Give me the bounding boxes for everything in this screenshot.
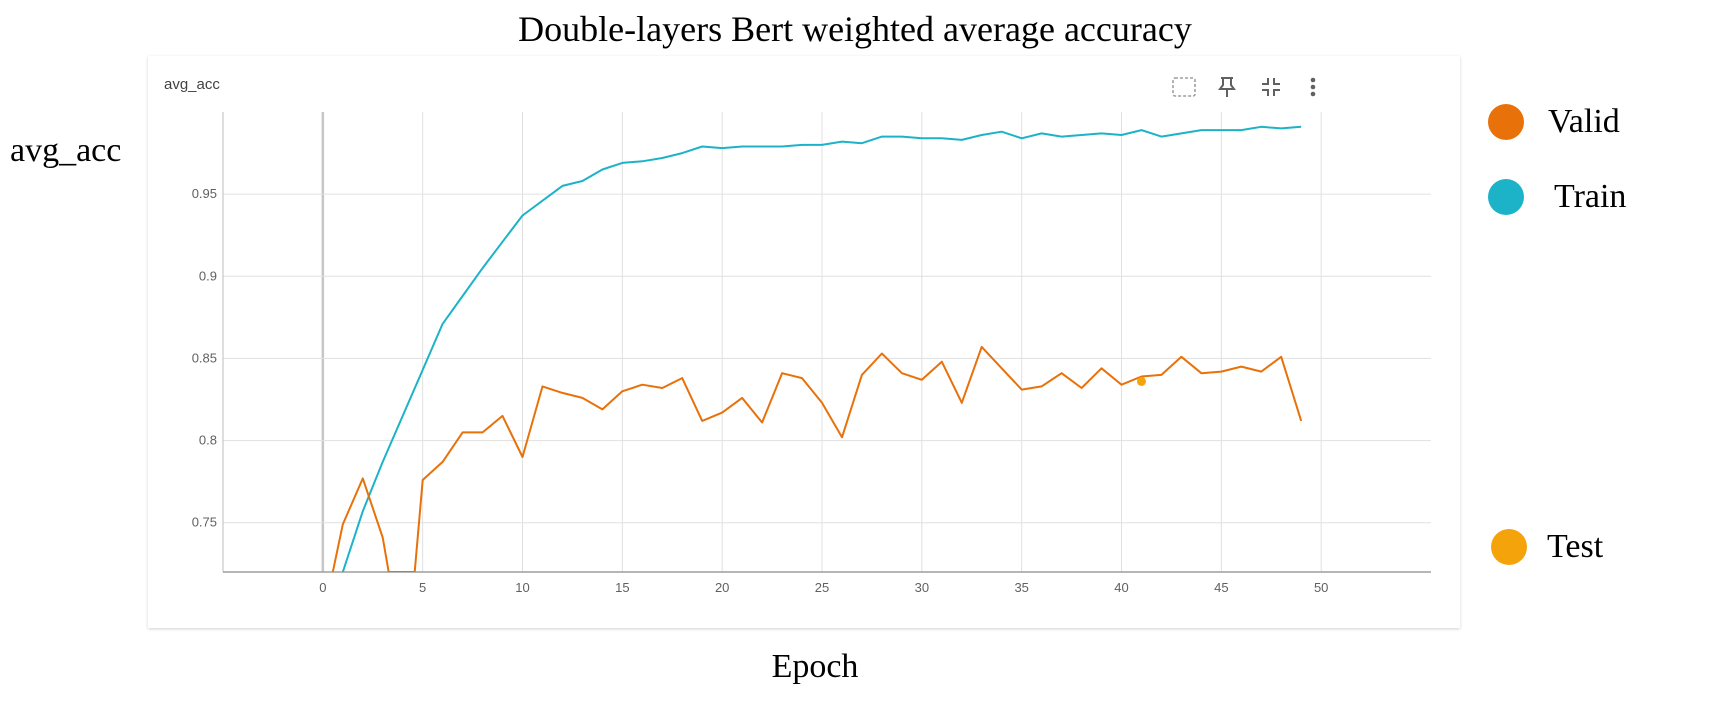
- fit-domain-icon[interactable]: [1167, 70, 1201, 104]
- legend-valid-label: Valid: [1548, 103, 1620, 140]
- legend-test-label: Test: [1547, 528, 1604, 565]
- chart-title: Double-layers Bert weighted average accu…: [518, 9, 1192, 49]
- x-tick-label: 25: [815, 580, 829, 595]
- legend-item-test: Test: [1491, 528, 1603, 566]
- legend-train-dot: [1488, 179, 1524, 215]
- legend-test-dot: [1491, 529, 1527, 565]
- test-point: [1136, 376, 1146, 386]
- x-tick-label: 20: [715, 580, 729, 595]
- collapse-icon[interactable]: [1254, 70, 1288, 104]
- legend-train-label: Train: [1554, 178, 1627, 215]
- chart-plot: 0 5 10 15 20 25 30 35 40 45 50 0.75 0.8 0.85 0.9 0.95: [192, 112, 1431, 595]
- chart-card: avg_acc 0 5 10 15 20 25 30 35 40 45 50 0.75 0.8 0.85 0…: [148, 56, 1460, 628]
- y-tick-label: 0.75: [192, 515, 217, 530]
- x-tick-label: 15: [615, 580, 629, 595]
- valid-series-line: [331, 345, 1303, 572]
- train-series-line: [341, 125, 1302, 572]
- x-axis-title: Epoch: [771, 648, 859, 685]
- more-vert-icon[interactable]: [1296, 70, 1330, 104]
- x-tick-label: 45: [1214, 580, 1228, 595]
- x-tick-label: 30: [915, 580, 929, 595]
- y-tick-label: 0.9: [199, 268, 217, 283]
- x-tick-label: 35: [1014, 580, 1028, 595]
- legend-item-valid: Valid: [1488, 103, 1620, 141]
- legend-valid-dot: [1488, 104, 1524, 140]
- y-tick-label: 0.8: [199, 433, 217, 448]
- x-tick-label: 10: [515, 580, 529, 595]
- y-axis-title: avg_acc: [10, 132, 122, 169]
- x-tick-label: 40: [1114, 580, 1128, 595]
- x-tick-label: 50: [1314, 580, 1328, 595]
- y-tick-label: 0.95: [192, 186, 217, 201]
- pin-icon[interactable]: [1210, 70, 1244, 104]
- y-tick-label: 0.85: [192, 350, 217, 365]
- x-tick-label: 0: [319, 580, 326, 595]
- panel-title: avg_acc: [164, 76, 220, 93]
- x-tick-label: 5: [419, 580, 426, 595]
- legend-item-train: Train: [1488, 178, 1626, 216]
